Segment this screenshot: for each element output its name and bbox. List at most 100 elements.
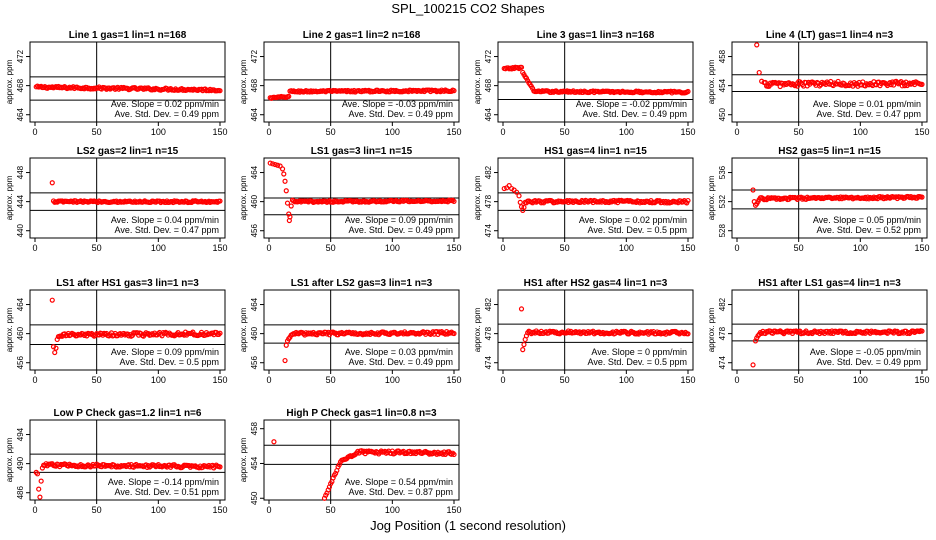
std-dev-annotation: Ave. Std. Dev. = 0.47 ppm <box>115 225 219 235</box>
data-point <box>516 193 522 199</box>
slope-annotation: Ave. Slope = 0.54 ppm/min <box>345 477 453 487</box>
x-tick-label: 0 <box>500 375 505 385</box>
x-tick-label: 0 <box>500 127 505 137</box>
data-point <box>794 83 801 89</box>
data-point <box>36 486 42 492</box>
data-point <box>217 330 223 336</box>
x-tick-label: 100 <box>619 375 634 385</box>
x-tick-label: 150 <box>212 375 227 385</box>
x-tick-label: 100 <box>385 127 400 137</box>
x-tick-label: 150 <box>446 375 461 385</box>
data-series <box>33 83 223 94</box>
x-tick-label: 150 <box>914 127 929 137</box>
chart-title: LS1 gas=3 lin=1 n=15 <box>311 146 413 157</box>
std-dev-annotation: Ave. Std. Dev. = 0.49 ppm <box>349 109 453 119</box>
y-axis-label: approx. ppm <box>239 59 248 104</box>
x-tick-label: 0 <box>32 127 37 137</box>
y-tick-label: 444 <box>16 194 25 208</box>
data-point <box>38 478 44 484</box>
chart-title: Low P Check gas=1.2 lin=1 n=6 <box>54 408 202 419</box>
y-tick-label: 472 <box>484 49 493 63</box>
data-point <box>506 183 512 189</box>
data-series <box>267 87 457 101</box>
chart-title: LS1 after HS1 gas=3 lin=1 n=3 <box>56 278 199 289</box>
data-point <box>685 331 691 337</box>
x-tick-label: 100 <box>619 243 634 253</box>
data-point <box>267 160 273 166</box>
data-point <box>330 475 336 481</box>
x-tick-label: 0 <box>266 375 271 385</box>
x-tick-label: 100 <box>853 243 868 253</box>
y-tick-label: 440 <box>16 224 25 238</box>
plot-frame <box>29 157 226 239</box>
data-series <box>267 160 457 224</box>
chart-panel: Line 3 gas=1 lin=3 n=168 0 50 100 150 464 468 4… <box>473 30 696 137</box>
data-point <box>448 88 455 94</box>
plot-frame <box>263 41 460 123</box>
y-tick-label: 454 <box>250 456 259 470</box>
std-dev-annotation: Ave. Std. Dev. = 0.87 ppm <box>349 487 453 497</box>
data-point <box>283 342 289 348</box>
data-point <box>277 163 283 169</box>
y-axis-label: approx. ppm <box>473 59 482 104</box>
data-point <box>517 199 523 205</box>
slope-annotation: Ave. Slope = -0.05 ppm/min <box>810 347 921 357</box>
y-tick-label: 536 <box>718 165 727 179</box>
y-tick-label: 474 <box>718 356 727 370</box>
data-point <box>835 78 841 85</box>
data-point <box>451 198 457 204</box>
data-point <box>275 162 281 168</box>
plot-frame <box>29 41 226 123</box>
x-tick-label: 100 <box>151 243 166 253</box>
y-axis-label: approx. ppm <box>473 307 482 352</box>
data-series <box>49 180 223 206</box>
plot-frame <box>263 289 460 371</box>
x-tick-label: 50 <box>92 127 102 137</box>
data-point <box>283 188 289 194</box>
data-point <box>49 180 55 186</box>
y-tick-label: 474 <box>484 224 493 238</box>
y-tick-label: 468 <box>250 78 259 92</box>
plot-frame <box>731 157 928 239</box>
y-tick-label: 460 <box>16 326 25 340</box>
y-axis-label: approx. ppm <box>5 59 14 104</box>
chart-title: HS1 after HS2 gas=4 lin=1 n=3 <box>524 278 668 289</box>
std-dev-annotation: Ave. Std. Dev. = 0.5 ppm <box>588 357 687 367</box>
chart-title: Line 4 (LT) gas=1 lin=4 n=3 <box>766 30 894 41</box>
y-tick-label: 464 <box>250 297 259 311</box>
plot-frame <box>497 289 694 371</box>
data-series <box>750 328 925 368</box>
figure-title: SPL_100215 CO2 Shapes <box>391 1 545 16</box>
y-axis-label: approx. ppm <box>239 437 248 482</box>
x-tick-label: 150 <box>914 375 929 385</box>
x-tick-label: 0 <box>32 505 37 515</box>
x-tick-label: 50 <box>794 375 804 385</box>
y-tick-label: 464 <box>484 108 493 122</box>
data-point <box>451 330 457 337</box>
data-point <box>756 69 762 76</box>
y-tick-label: 460 <box>250 194 259 208</box>
y-axis-label: approx. ppm <box>239 175 248 220</box>
data-point <box>750 362 756 368</box>
data-point <box>513 189 520 195</box>
y-tick-label: 468 <box>484 78 493 92</box>
chart-panel: LS1 after LS2 gas=3 lin=1 n=3 0 50 100 150 45… <box>239 278 462 385</box>
x-tick-label: 0 <box>500 243 505 253</box>
x-tick-label: 100 <box>151 375 166 385</box>
data-point <box>52 349 58 356</box>
x-tick-label: 50 <box>326 375 336 385</box>
slope-annotation: Ave. Slope = 0.03 ppm/min <box>345 347 453 357</box>
y-tick-label: 478 <box>484 194 493 208</box>
x-tick-label: 0 <box>32 243 37 253</box>
x-tick-label: 150 <box>446 243 461 253</box>
slope-annotation: Ave. Slope = -0.03 ppm/min <box>342 99 453 109</box>
chart-title: HS1 gas=4 lin=1 n=15 <box>544 146 647 157</box>
std-dev-annotation: Ave. Std. Dev. = 0.49 ppm <box>349 357 453 367</box>
y-tick-label: 482 <box>718 297 727 311</box>
chart-panel: HS1 after LS1 gas=4 lin=1 n=3 0 50 100 150 47… <box>707 278 930 385</box>
y-tick-label: 464 <box>16 108 25 122</box>
data-point <box>288 203 294 209</box>
data-point <box>451 451 457 458</box>
data-point <box>270 161 276 167</box>
slope-annotation: Ave. Slope = 0.02 ppm/min <box>111 99 219 109</box>
